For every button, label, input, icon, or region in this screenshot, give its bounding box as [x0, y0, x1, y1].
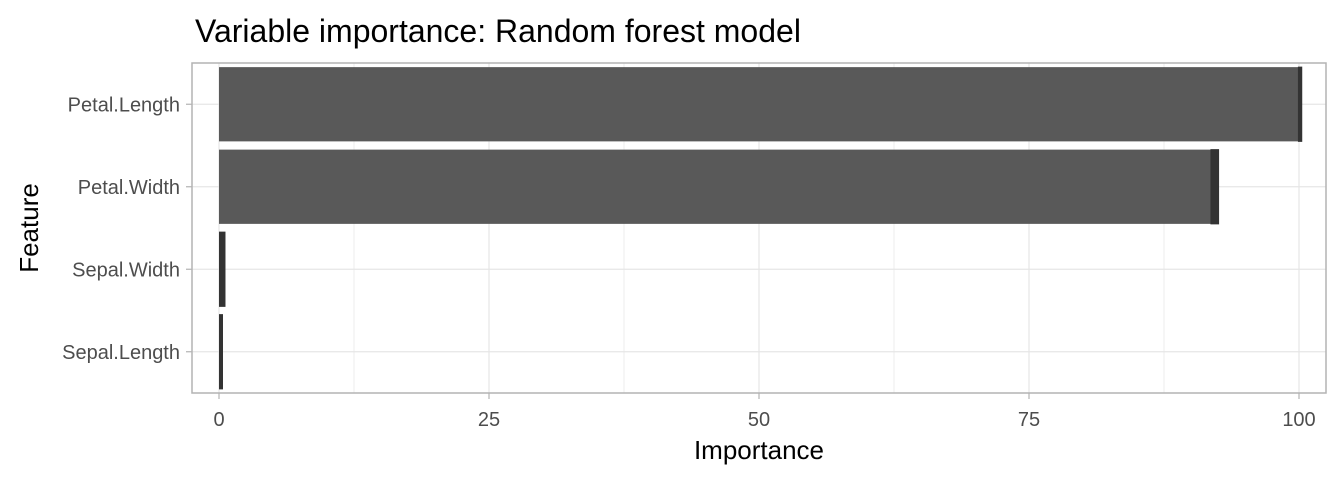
x-tick-label: 25 — [478, 409, 500, 431]
x-tick-label: 0 — [213, 409, 224, 431]
x-axis: 0 25 50 75 100 — [213, 393, 1316, 431]
x-tick-label: 100 — [1282, 409, 1315, 431]
errorbar-sepal-length — [219, 314, 223, 390]
y-tick-label: Petal.Width — [78, 177, 180, 199]
y-tick-label: Sepal.Width — [72, 259, 180, 281]
errorbar-petal-length — [1297, 66, 1303, 142]
y-tick-label: Petal.Length — [68, 94, 180, 116]
bar-petal-width — [219, 149, 1213, 224]
x-tick-label: 50 — [748, 409, 770, 431]
x-tick-label: 75 — [1018, 409, 1040, 431]
errorbar-petal-width — [1210, 149, 1220, 225]
chart-title: Variable importance: Random forest model — [195, 13, 801, 49]
x-axis-title: Importance — [694, 435, 824, 465]
bars-layer — [219, 67, 1299, 389]
errorbar-layer — [219, 66, 1303, 390]
y-axis: Petal.Length Petal.Width Sepal.Width Sepal.… — [62, 94, 192, 364]
errorbar-sepal-width — [219, 231, 226, 307]
bar-petal-length — [219, 67, 1299, 142]
y-axis-title: Feature — [14, 183, 44, 273]
y-tick-label: Sepal.Length — [62, 342, 180, 364]
